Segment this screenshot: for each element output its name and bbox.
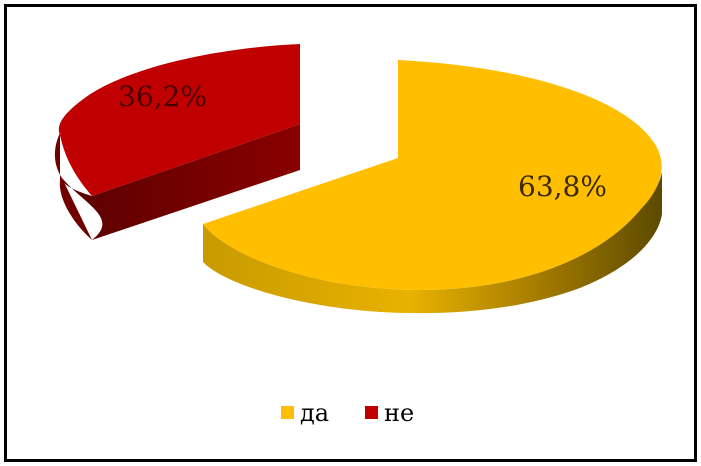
slice-ne: 36,2% [54,44,301,240]
slice-ne-side [62,124,300,240]
slice-ne-top [58,44,301,196]
legend-swatch-ne [365,406,378,419]
legend: да не [281,399,414,427]
data-label-ne: 36,2% [118,80,207,113]
legend-swatch-da [281,406,294,419]
data-label-da: 63,8% [518,170,607,203]
slice-da: 63,8% [203,60,662,314]
slice-ne-side-outer [54,133,92,240]
legend-label-da: да [300,399,329,427]
slice-da-top [203,60,662,290]
slice-da-side [203,172,662,314]
legend-label-ne: не [384,399,414,427]
